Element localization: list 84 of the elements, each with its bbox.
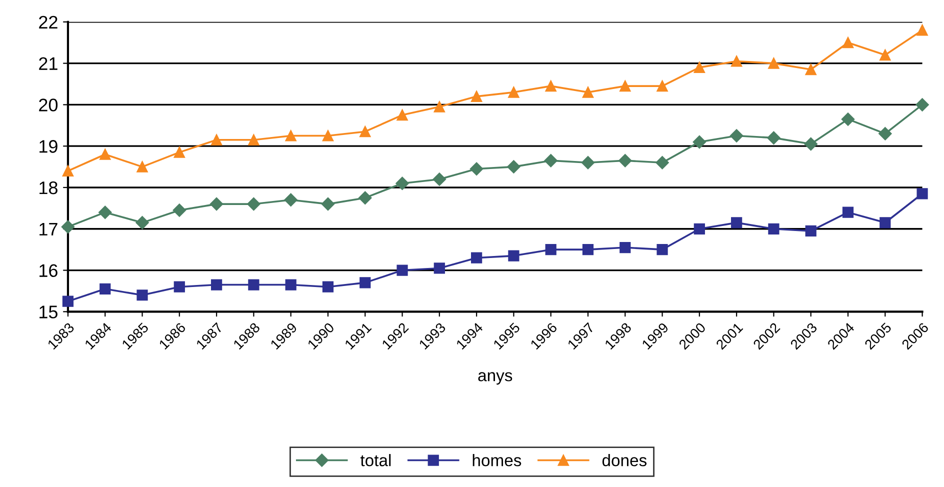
point bbox=[768, 223, 780, 234]
y-tick-label: 17 bbox=[40, 223, 58, 236]
point bbox=[62, 296, 74, 307]
point bbox=[842, 206, 854, 218]
y-tick-label: 20 bbox=[39, 98, 58, 112]
point bbox=[507, 160, 520, 174]
y-tick-label: 16 bbox=[40, 264, 58, 278]
point bbox=[620, 80, 631, 92]
y-tick-label: 19 bbox=[40, 140, 58, 153]
point bbox=[434, 101, 445, 112]
point bbox=[322, 130, 334, 142]
point bbox=[692, 135, 706, 149]
point bbox=[767, 131, 780, 144]
point bbox=[694, 62, 705, 74]
point bbox=[545, 80, 556, 92]
point bbox=[247, 197, 260, 211]
point bbox=[880, 49, 891, 61]
point bbox=[694, 223, 705, 234]
point bbox=[100, 283, 111, 294]
point bbox=[210, 134, 222, 146]
point bbox=[471, 252, 482, 264]
point bbox=[618, 154, 632, 168]
point bbox=[61, 220, 75, 234]
point bbox=[360, 277, 371, 288]
point bbox=[878, 127, 892, 140]
point bbox=[544, 154, 558, 168]
y-tick-label: 18 bbox=[40, 181, 58, 194]
point bbox=[396, 176, 409, 190]
point bbox=[656, 244, 668, 256]
point bbox=[805, 64, 816, 76]
point bbox=[432, 172, 446, 186]
point bbox=[916, 24, 928, 36]
point bbox=[508, 86, 520, 98]
point bbox=[434, 262, 445, 274]
point bbox=[508, 250, 520, 262]
point bbox=[172, 204, 186, 217]
point bbox=[136, 216, 149, 230]
point bbox=[285, 279, 296, 290]
point bbox=[730, 129, 744, 142]
point bbox=[470, 162, 484, 176]
point bbox=[841, 112, 855, 126]
point bbox=[842, 37, 854, 48]
legend-label: homes bbox=[472, 454, 522, 466]
point bbox=[174, 146, 185, 158]
point bbox=[210, 279, 222, 290]
legend-label: dones bbox=[602, 454, 647, 466]
point bbox=[804, 137, 818, 151]
y-tick-label: 15 bbox=[40, 306, 58, 318]
y-tick-label: 21 bbox=[39, 57, 58, 70]
point bbox=[582, 86, 594, 98]
point bbox=[731, 56, 742, 67]
point bbox=[321, 197, 335, 211]
point bbox=[396, 264, 408, 276]
point bbox=[582, 244, 594, 256]
point bbox=[100, 148, 111, 160]
point bbox=[136, 290, 148, 301]
point bbox=[581, 156, 595, 170]
point bbox=[360, 126, 371, 138]
point bbox=[248, 134, 260, 146]
point bbox=[285, 130, 296, 142]
point bbox=[136, 161, 148, 172]
point bbox=[358, 191, 372, 204]
point bbox=[98, 206, 112, 219]
point bbox=[248, 279, 260, 290]
point bbox=[471, 90, 482, 102]
point bbox=[656, 80, 668, 92]
point bbox=[210, 197, 224, 211]
point bbox=[396, 110, 408, 121]
point bbox=[620, 242, 631, 254]
legend-label: total bbox=[360, 454, 391, 466]
point bbox=[656, 156, 669, 170]
point bbox=[880, 217, 891, 228]
point bbox=[916, 98, 929, 112]
point bbox=[545, 244, 556, 256]
point bbox=[284, 193, 298, 206]
point bbox=[916, 188, 928, 200]
point bbox=[62, 165, 74, 176]
point bbox=[174, 281, 185, 292]
x-axis-title: anys bbox=[478, 372, 512, 385]
point bbox=[731, 217, 742, 228]
point bbox=[768, 58, 780, 69]
y-tick-label: 22 bbox=[39, 16, 58, 28]
point bbox=[805, 225, 816, 237]
point bbox=[322, 281, 334, 292]
